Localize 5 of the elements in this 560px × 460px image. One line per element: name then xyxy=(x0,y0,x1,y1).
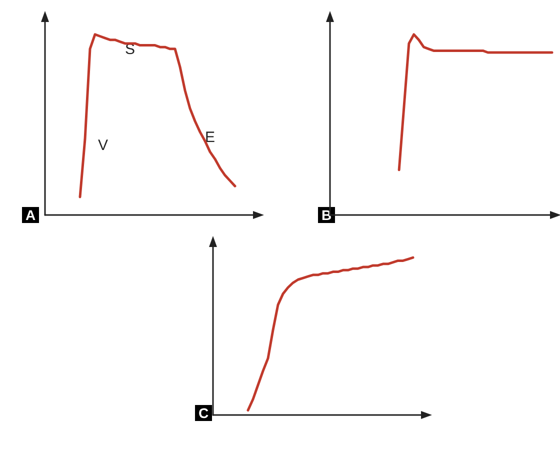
text: C xyxy=(198,405,209,421)
annotation: E xyxy=(205,129,216,146)
text: B xyxy=(321,207,332,223)
annotation: V xyxy=(98,137,108,154)
text: A xyxy=(25,207,36,223)
